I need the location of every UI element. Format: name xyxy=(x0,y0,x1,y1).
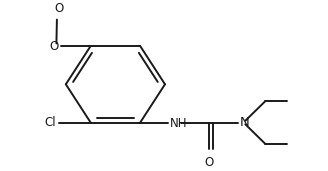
Text: NH: NH xyxy=(170,117,187,130)
Text: O: O xyxy=(204,156,213,169)
Text: O: O xyxy=(50,40,59,52)
Text: Cl: Cl xyxy=(44,116,56,129)
Text: O: O xyxy=(54,2,64,15)
Text: N: N xyxy=(240,116,250,129)
